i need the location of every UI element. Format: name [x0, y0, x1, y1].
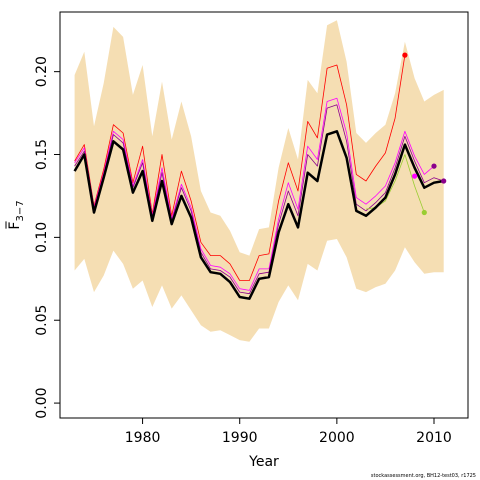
y-axis-title-main: F̅: [5, 221, 23, 230]
x-axis-title: Year: [248, 454, 279, 470]
y-tick-label: 0.00: [34, 388, 50, 419]
endpoint-marker-4: [431, 163, 437, 169]
endpoint-marker-1: [402, 52, 408, 58]
series-line-3: [74, 104, 444, 295]
x-tick-label: 2010: [416, 430, 452, 446]
x-axis: 1980 1990 2000 2010: [125, 417, 452, 446]
series-line-5: [73, 130, 444, 300]
series-line-1: [74, 55, 406, 281]
y-tick-label: 0.10: [34, 222, 50, 253]
y-tick-label: 0.20: [34, 56, 50, 87]
y-tick-label: 0.05: [34, 305, 50, 336]
confidence-band-layer: [74, 20, 444, 342]
y-axis-title: F̅3−7: [5, 200, 26, 229]
x-tick-label: 1980: [125, 430, 161, 446]
y-tick-label: 0.15: [34, 139, 50, 170]
source-footer: stockassessment.org, BH12-test03, r1725: [371, 473, 476, 479]
series-line-2: [74, 97, 435, 291]
endpoint-marker-5: [441, 178, 447, 184]
x-tick-label: 1990: [222, 430, 258, 446]
endpoint-marker-2: [412, 173, 418, 179]
y-axis: 0.00 0.05 0.10 0.15 0.20: [34, 56, 61, 419]
endpoint-marker-3: [421, 209, 427, 216]
confidence-band: [74, 20, 444, 342]
x-tick-label: 2000: [319, 430, 355, 446]
y-axis-title-subscript: 3−7: [15, 200, 26, 221]
endpoint-layer: [402, 52, 447, 216]
series-layer: [73, 55, 444, 300]
